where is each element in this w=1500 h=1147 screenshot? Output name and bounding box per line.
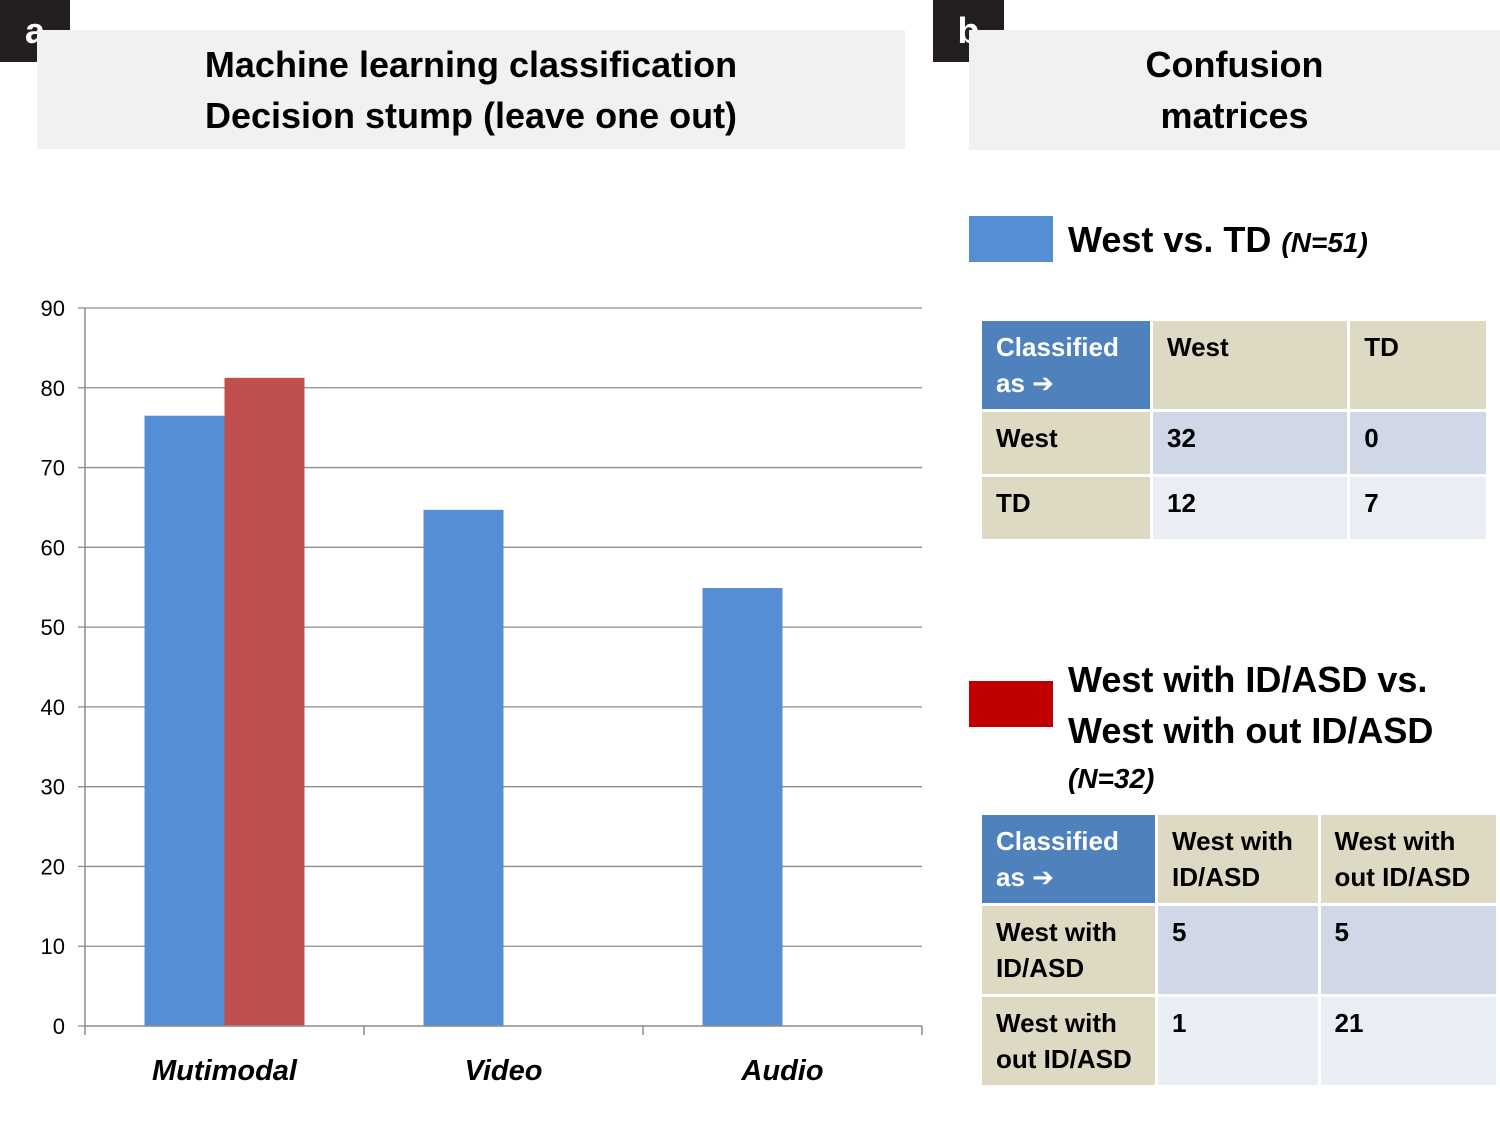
y-tick-label: 80 xyxy=(41,376,65,401)
matrix1-corner: Classified as ➔ xyxy=(982,321,1150,409)
matrix2-col-header-line2: out ID/ASD xyxy=(1334,862,1471,892)
tick-labels: 0 10 20 30 40 50 60 70 80 90 Mutimodal Video Audio xyxy=(41,296,824,1087)
arrow-right-icon: ➔ xyxy=(1032,368,1054,398)
matrix2-cell: 5 xyxy=(1158,906,1318,994)
bar-chart: 0 10 20 30 40 50 60 70 80 90 Mutimodal Video Audio xyxy=(41,296,923,1087)
y-tick-label: 10 xyxy=(41,934,65,959)
matrix1-col-header: West xyxy=(1153,321,1348,409)
legend-label-id-asd-n: (N=32) xyxy=(1068,763,1155,794)
matrix1-cell: 12 xyxy=(1153,477,1348,539)
matrix2-row-header: West with out ID/ASD xyxy=(982,997,1155,1085)
y-tick-label: 90 xyxy=(41,296,65,321)
y-tick-label: 70 xyxy=(41,456,65,481)
matrix2-cell: 21 xyxy=(1320,997,1496,1085)
chart-title-line2: Decision stump (leave one out) xyxy=(204,94,738,136)
legend-label-id-asd-line1: West with ID/ASD vs. xyxy=(1068,659,1428,700)
legend-label-id-asd: West with ID/ASD vs. West with out ID/AS… xyxy=(1068,654,1433,799)
axes xyxy=(78,307,923,1035)
matrix2-col-header-line2: ID/ASD xyxy=(1172,862,1261,892)
matrix2-cell: 1 xyxy=(1158,997,1318,1085)
matrix2-row-header-line1: West with xyxy=(996,917,1117,947)
confusion-matrix-id-asd: Classified as ➔ West with ID/ASD West wi… xyxy=(979,812,1499,1088)
x-tick-label: Video xyxy=(465,1055,543,1087)
y-tick-label: 20 xyxy=(41,854,65,879)
matrix2-col-header: West with out ID/ASD xyxy=(1320,815,1496,903)
y-tick-label: 40 xyxy=(41,695,65,720)
matrix2-row-header-line2: ID/ASD xyxy=(996,953,1085,983)
matrix1-cell: 32 xyxy=(1153,412,1348,474)
x-tick-label: Mutimodal xyxy=(152,1055,298,1087)
matrix2-row-header-line1: West with xyxy=(996,1008,1117,1038)
chart-title-line1: Machine learning classification xyxy=(204,43,738,85)
matrix1-corner-line2: as xyxy=(996,368,1025,398)
legend-label-west-td-text: West vs. TD xyxy=(1068,219,1272,260)
matrix2-col-header: West with ID/ASD xyxy=(1158,815,1318,903)
matrix2-row-header: West with ID/ASD xyxy=(982,906,1155,994)
legend-swatch-west-td xyxy=(969,216,1053,262)
matrix1-col-header: TD xyxy=(1350,321,1486,409)
matrices-title: Confusion matrices xyxy=(969,30,1500,150)
arrow-right-icon: ➔ xyxy=(1032,862,1054,892)
legend-swatch-id-asd xyxy=(969,681,1053,727)
matrix1-row-header: TD xyxy=(982,477,1150,539)
matrices-title-line2: matrices xyxy=(1160,95,1309,136)
y-tick-label: 60 xyxy=(41,535,65,560)
matrix1-cell: 0 xyxy=(1350,412,1486,474)
legend-label-west-td: West vs. TD (N=51) xyxy=(1068,214,1368,268)
matrix2-col-header-line1: West with xyxy=(1172,826,1293,856)
y-tick-label: 30 xyxy=(41,775,65,800)
matrix1-corner-line1: Classified xyxy=(996,332,1119,362)
x-tick-label: Audio xyxy=(740,1055,823,1087)
bar-video-series-1 xyxy=(423,509,504,1026)
matrix2-col-header-line1: West with xyxy=(1334,826,1456,856)
legend-label-west-td-n: (N=51) xyxy=(1281,227,1368,258)
matrix2-cell: 5 xyxy=(1320,906,1496,994)
matrix2-corner-line2: as xyxy=(996,862,1025,892)
bar-mutimodal-series-1 xyxy=(144,415,225,1026)
matrix1-row-header: West xyxy=(982,412,1150,474)
bar-mutimodal-series-2 xyxy=(224,377,305,1026)
matrix2-corner-line1: Classified xyxy=(996,826,1119,856)
matrix1-cell: 7 xyxy=(1350,477,1486,539)
confusion-matrix-west-td: Classified as ➔ West TD West 32 0 TD 12 … xyxy=(979,318,1489,542)
matrix2-row-header-line2: out ID/ASD xyxy=(996,1044,1132,1074)
matrices-title-line1: Confusion xyxy=(1145,44,1324,85)
matrix2-corner: Classified as ➔ xyxy=(982,815,1155,903)
chart-title: Machine learning classification Decision… xyxy=(37,30,905,149)
y-tick-label: 50 xyxy=(41,615,65,640)
y-tick-label: 0 xyxy=(53,1014,65,1039)
bars xyxy=(144,377,783,1026)
panel-b-label: b xyxy=(933,0,1004,62)
bar-audio-series-1 xyxy=(702,588,783,1026)
legend-label-id-asd-line2: West with out ID/ASD xyxy=(1068,710,1434,751)
